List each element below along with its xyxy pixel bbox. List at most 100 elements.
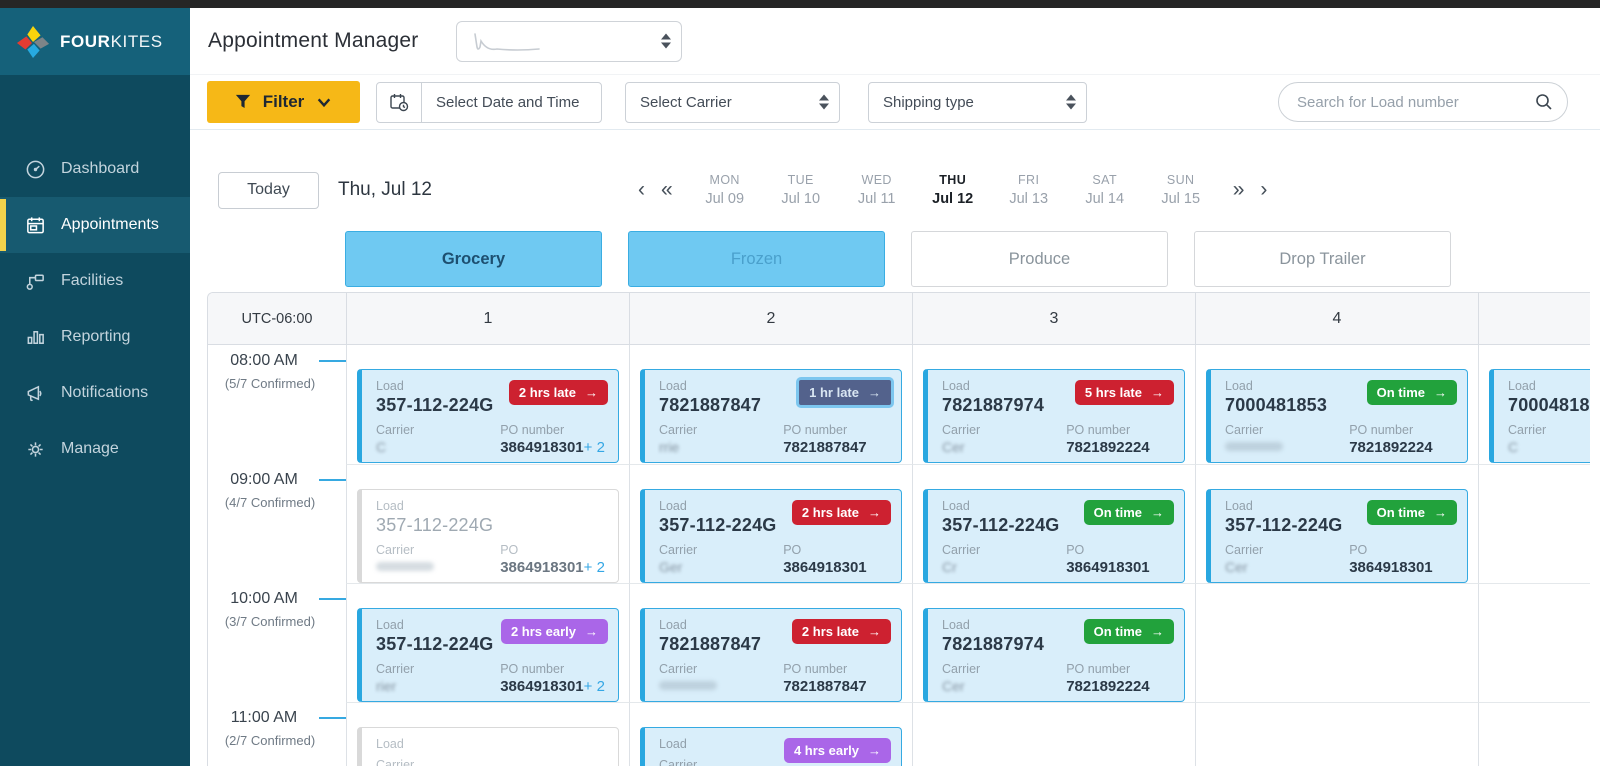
sidebar-nav: Dashboard Appointments Facilities Reporting…	[0, 75, 190, 477]
arrow-right-icon: →	[1434, 385, 1447, 400]
load-search-input[interactable]	[1297, 93, 1535, 111]
sidebar-item-facilities[interactable]: Facilities	[0, 253, 190, 309]
day-wed-jul-11[interactable]: WED Jul 11	[839, 173, 915, 207]
spinner-arrows-icon[interactable]	[661, 33, 672, 49]
grid-row-08-00-am: 08:00 AM (5/7 Confirmed) Load 357-112-224G 2…	[208, 345, 1590, 464]
po-extra-count[interactable]: + 2	[583, 559, 605, 576]
tab-frozen[interactable]: Frozen	[628, 231, 885, 287]
carrier-label: Carrier	[376, 662, 415, 676]
next-week-button[interactable]: »	[1232, 178, 1245, 201]
appointment-card[interactable]: Load 4 hrs early → Carrier	[640, 727, 902, 766]
status-badge[interactable]: 2 hrs early →	[500, 619, 608, 644]
sidebar-item-manage[interactable]: Manage	[0, 421, 190, 477]
dock-column-header-2: 2	[629, 293, 912, 344]
status-badge[interactable]: On time →	[1366, 500, 1457, 525]
po-label: PO number	[1066, 423, 1131, 437]
sidebar-item-label: Manage	[61, 440, 119, 457]
day-fri-jul-13[interactable]: FRI Jul 13	[991, 173, 1067, 207]
dock-column-header-1: 1	[346, 293, 629, 344]
time-label: 11:00 AM	[230, 709, 298, 726]
tab-drop-trailer[interactable]: Drop Trailer	[1194, 231, 1451, 287]
today-button[interactable]: Today	[218, 171, 319, 209]
shipping-type-placeholder: Shipping type	[883, 93, 974, 111]
card-details: Carrier Ger PO 3864918301	[659, 543, 889, 576]
status-badge[interactable]: On time →	[1366, 380, 1457, 405]
appointment-card[interactable]: Load 7821887847 1 hr late → Carrier rrie PO nu…	[640, 369, 902, 463]
load-label: Load	[659, 379, 687, 393]
dock-cell-r3-c2: Load 7821887847 2 hrs late → Carrier PO numbe…	[629, 583, 912, 702]
grid-row-10-00-am: 10:00 AM (3/7 Confirmed) Load 357-112-224G 2…	[208, 583, 1590, 702]
day-sun-jul-15[interactable]: SUN Jul 15	[1143, 173, 1219, 207]
po-number: 3864918301+ 2	[500, 559, 605, 576]
appointment-card[interactable]: Load 357-112-224G Carrier PO 3864918301+ 2	[357, 489, 619, 583]
status-badge[interactable]: 5 hrs late →	[1074, 380, 1174, 405]
status-badge[interactable]: On time →	[1083, 500, 1174, 525]
carrier-label: Carrier	[376, 423, 415, 437]
appointment-card[interactable]: Load 357-112-224G 2 hrs late → Carrier Ger PO 3…	[640, 489, 902, 583]
shipping-type-select[interactable]: Shipping type	[868, 81, 1087, 123]
carrier-select[interactable]: Select Carrier	[625, 81, 840, 123]
dock-cell-r4-c5	[1478, 702, 1590, 766]
facility-select[interactable]	[456, 20, 683, 62]
appointment-card[interactable]: Load 357-112-224G 2 hrs early → Carrier rier P…	[357, 608, 619, 702]
status-badge[interactable]: 2 hrs late →	[791, 500, 891, 525]
appointment-card[interactable]: Load 7821887847 2 hrs late → Carrier PO numbe…	[640, 608, 902, 702]
appointment-card[interactable]: Load 7000481853 Carrier C	[1489, 369, 1590, 463]
next-day-button[interactable]: ›	[1260, 178, 1268, 201]
filter-button[interactable]: Filter	[207, 81, 360, 123]
day-tue-jul-10[interactable]: TUE Jul 10	[763, 173, 839, 207]
prev-day-button[interactable]: ‹	[638, 178, 645, 201]
appointment-card[interactable]: Load 357-112-224G 2 hrs late → Carrier C PO nu…	[357, 369, 619, 463]
po-block: PO number 7821892224	[1349, 423, 1455, 456]
day-sat-jul-14[interactable]: SAT Jul 14	[1067, 173, 1143, 207]
po-extra-count[interactable]: + 2	[583, 439, 605, 456]
confirmed-count: (2/7 Confirmed)	[224, 733, 316, 748]
appointment-card[interactable]: Load Carrier	[357, 727, 619, 766]
time-label: 09:00 AM	[230, 471, 298, 488]
carrier-block: Carrier Cr	[942, 543, 980, 576]
arrow-right-icon: →	[1151, 624, 1164, 639]
sidebar-item-appointments[interactable]: Appointments	[0, 197, 190, 253]
day-thu-jul-12[interactable]: THU Jul 12	[915, 173, 991, 207]
sidebar-item-reporting[interactable]: Reporting	[0, 309, 190, 365]
load-number: 7821887974	[942, 634, 1045, 654]
fourkites-kite-icon	[16, 25, 50, 58]
carrier-value-redacted: C	[1508, 439, 1519, 455]
top-dark-strip	[0, 0, 1600, 8]
carrier-value-redacted: rier	[376, 678, 397, 694]
status-badge[interactable]: 2 hrs late →	[508, 380, 608, 405]
load-number: 357-112-224G	[1225, 515, 1343, 535]
appointment-card[interactable]: Load 7821887974 5 hrs late → Carrier Cer PO nu…	[923, 369, 1185, 463]
calendar-clock-icon	[377, 82, 422, 122]
grid-body: 08:00 AM (5/7 Confirmed) Load 357-112-224G 2…	[208, 345, 1590, 766]
po-block: PO number 3864918301+ 2	[500, 423, 606, 456]
status-badge[interactable]: On time →	[1083, 619, 1174, 644]
search-icon[interactable]	[1535, 93, 1553, 111]
carrier-block: Carrier rrie	[659, 423, 697, 456]
day-mon-jul-09[interactable]: MON Jul 09	[687, 173, 763, 207]
status-badge[interactable]: 4 hrs early →	[783, 738, 891, 763]
appointment-card[interactable]: Load 7000481853 On time → Carrier PO number 78…	[1206, 369, 1468, 463]
po-extra-count[interactable]: + 2	[583, 678, 605, 695]
time-label: 08:00 AM	[230, 352, 298, 369]
time-tick	[319, 598, 346, 600]
appointment-card[interactable]: Load 357-112-224G On time → Carrier Cer PO 3864…	[1206, 489, 1468, 583]
po-block: PO number 3864918301+ 2	[500, 662, 606, 695]
status-badge[interactable]: 1 hr late →	[796, 377, 894, 408]
sidebar-item-label: Appointments	[61, 216, 159, 233]
tab-grocery[interactable]: Grocery	[345, 231, 602, 287]
date-time-picker[interactable]: Select Date and Time	[376, 81, 602, 123]
po-block: PO number 7821887847	[783, 662, 889, 695]
status-badge[interactable]: 2 hrs late →	[791, 619, 891, 644]
tab-produce[interactable]: Produce	[911, 231, 1168, 287]
appointment-card[interactable]: Load 357-112-224G On time → Carrier Cr PO 38649…	[923, 489, 1185, 583]
card-details: Carrier C PO number 3864918301+ 2	[376, 423, 606, 456]
manage-icon	[24, 438, 46, 460]
sidebar-item-notifications[interactable]: Notifications	[0, 365, 190, 421]
sidebar-item-dashboard[interactable]: Dashboard	[0, 141, 190, 197]
load-label: Load	[376, 737, 404, 751]
prev-week-button[interactable]: «	[661, 178, 673, 201]
load-number: 7000481853	[1508, 395, 1590, 415]
po-number: 7821892224	[1066, 678, 1150, 695]
appointment-card[interactable]: Load 7821887974 On time → Carrier Cer PO numbe…	[923, 608, 1185, 702]
